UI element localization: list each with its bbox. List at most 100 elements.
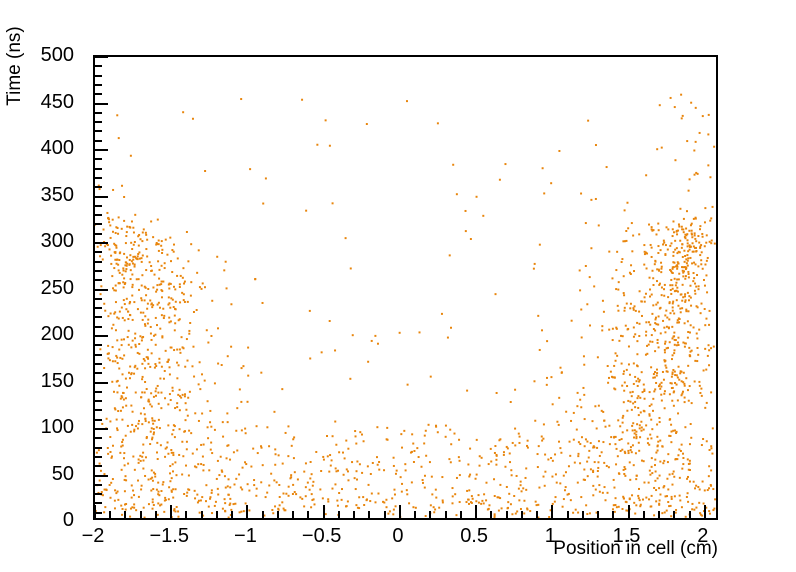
- y-axis-minor-tick: [95, 111, 102, 114]
- y-axis-tick-label: 50: [51, 462, 74, 485]
- x-axis-tick-label: −2: [81, 525, 105, 547]
- y-axis-major-tick: [95, 149, 108, 151]
- x-axis-major-tick: [703, 505, 706, 518]
- y-axis-minor-tick: [95, 121, 102, 124]
- y-axis-minor-tick: [95, 316, 102, 319]
- x-axis-minor-tick: [124, 511, 127, 518]
- y-axis-minor-tick: [95, 325, 102, 328]
- x-axis-tick-label: −1.5: [149, 525, 189, 547]
- x-axis-minor-tick: [658, 511, 661, 518]
- y-axis-major-tick: [95, 428, 108, 430]
- y-axis-minor-tick: [95, 65, 102, 68]
- y-axis-title: Time (ns): [2, 26, 28, 235]
- y-axis-minor-tick: [95, 390, 102, 393]
- x-axis-minor-tick: [429, 511, 432, 518]
- x-axis-minor-tick: [139, 511, 142, 518]
- y-axis-minor-tick: [95, 251, 102, 254]
- y-axis-tick-label: 0: [62, 509, 74, 531]
- x-axis-minor-tick: [200, 511, 203, 518]
- x-axis-tick-label: −1: [234, 525, 257, 547]
- y-axis-minor-tick: [95, 493, 102, 496]
- x-axis-minor-tick: [566, 511, 569, 518]
- y-axis-minor-tick: [95, 455, 102, 458]
- x-axis-minor-tick: [505, 511, 508, 518]
- y-axis-major-tick: [95, 288, 108, 291]
- x-axis-minor-tick: [459, 511, 462, 518]
- x-axis-tick-label: 2: [697, 525, 709, 547]
- x-axis-minor-tick: [368, 511, 371, 518]
- x-axis-minor-tick: [154, 511, 157, 518]
- y-axis-major-tick: [95, 335, 108, 337]
- y-axis-minor-tick: [95, 372, 102, 375]
- x-axis-minor-tick: [185, 511, 188, 518]
- x-axis-tick-label: −0.5: [301, 525, 342, 547]
- x-axis-major-tick: [246, 505, 249, 518]
- y-axis-tick-label: 250: [40, 276, 74, 299]
- y-axis-minor-tick: [95, 400, 102, 403]
- y-axis-minor-tick: [95, 344, 102, 347]
- x-axis-minor-tick: [353, 511, 356, 518]
- y-axis-minor-tick: [95, 269, 102, 272]
- x-axis-minor-tick: [581, 511, 584, 518]
- y-axis-minor-tick: [95, 362, 102, 365]
- x-axis-minor-tick: [337, 511, 340, 518]
- y-axis-minor-tick: [95, 232, 102, 235]
- x-axis-minor-tick: [536, 511, 539, 518]
- x-axis-major-tick: [627, 505, 630, 518]
- x-axis-minor-tick: [520, 511, 523, 518]
- y-axis-minor-tick: [95, 130, 102, 133]
- y-axis-minor-tick: [95, 214, 102, 217]
- x-axis-tick-label: 1: [544, 525, 556, 547]
- y-axis-tick-label: 400: [40, 137, 74, 159]
- x-axis-minor-tick: [307, 511, 310, 518]
- x-axis-minor-tick: [444, 511, 447, 518]
- x-axis-minor-tick: [276, 511, 279, 518]
- x-axis-title: Position in cell (cm): [553, 538, 718, 559]
- y-axis-major-tick: [95, 381, 108, 384]
- y-axis-major-tick: [95, 195, 108, 198]
- y-axis-minor-tick: [95, 139, 102, 142]
- y-axis-tick-label: 350: [40, 183, 74, 206]
- x-axis-tick-label: 1.5: [612, 525, 641, 547]
- y-axis-major-tick: [95, 57, 108, 58]
- y-axis-minor-tick: [95, 297, 102, 300]
- y-axis-major-tick: [95, 474, 108, 477]
- y-axis-minor-tick: [95, 418, 102, 421]
- y-axis-tick-label: 200: [40, 323, 74, 345]
- y-axis-minor-tick: [95, 437, 102, 440]
- y-axis-minor-tick: [95, 511, 102, 514]
- y-axis-tick-label: 150: [40, 369, 74, 392]
- x-axis-minor-tick: [673, 511, 676, 518]
- x-axis-minor-tick: [261, 511, 264, 518]
- x-axis-minor-tick: [414, 511, 417, 518]
- x-axis-minor-tick: [688, 511, 691, 518]
- y-axis-major-tick: [95, 102, 108, 105]
- x-axis-minor-tick: [597, 511, 600, 518]
- y-axis-minor-tick: [95, 446, 102, 449]
- y-axis-minor-tick: [95, 204, 102, 207]
- x-axis-minor-tick: [612, 511, 615, 518]
- y-axis-minor-tick: [95, 483, 102, 486]
- x-axis-major-tick: [95, 505, 96, 518]
- y-axis-minor-tick: [95, 186, 102, 189]
- y-axis-tick-label: 100: [40, 416, 74, 438]
- x-axis-minor-tick: [292, 511, 295, 518]
- y-axis-tick-label: 300: [40, 230, 74, 252]
- x-axis-minor-tick: [383, 511, 386, 518]
- y-axis-minor-tick: [95, 167, 102, 170]
- x-axis-minor-tick: [642, 511, 645, 518]
- y-axis-tick-label: 450: [40, 90, 74, 113]
- y-axis-minor-tick: [95, 176, 102, 179]
- y-axis-title-text: Time (ns): [4, 26, 25, 106]
- x-axis-minor-tick: [109, 511, 112, 518]
- y-axis-minor-tick: [95, 74, 102, 77]
- y-axis-minor-tick: [95, 409, 102, 412]
- x-axis-major-tick: [322, 505, 325, 518]
- y-axis-minor-tick: [95, 502, 102, 505]
- y-axis-minor-tick: [95, 465, 102, 468]
- data-points-layer: [95, 93, 716, 518]
- y-axis-minor-tick: [95, 353, 102, 356]
- x-axis-tick-label: 0.5: [460, 525, 488, 547]
- y-axis-minor-tick: [95, 279, 102, 282]
